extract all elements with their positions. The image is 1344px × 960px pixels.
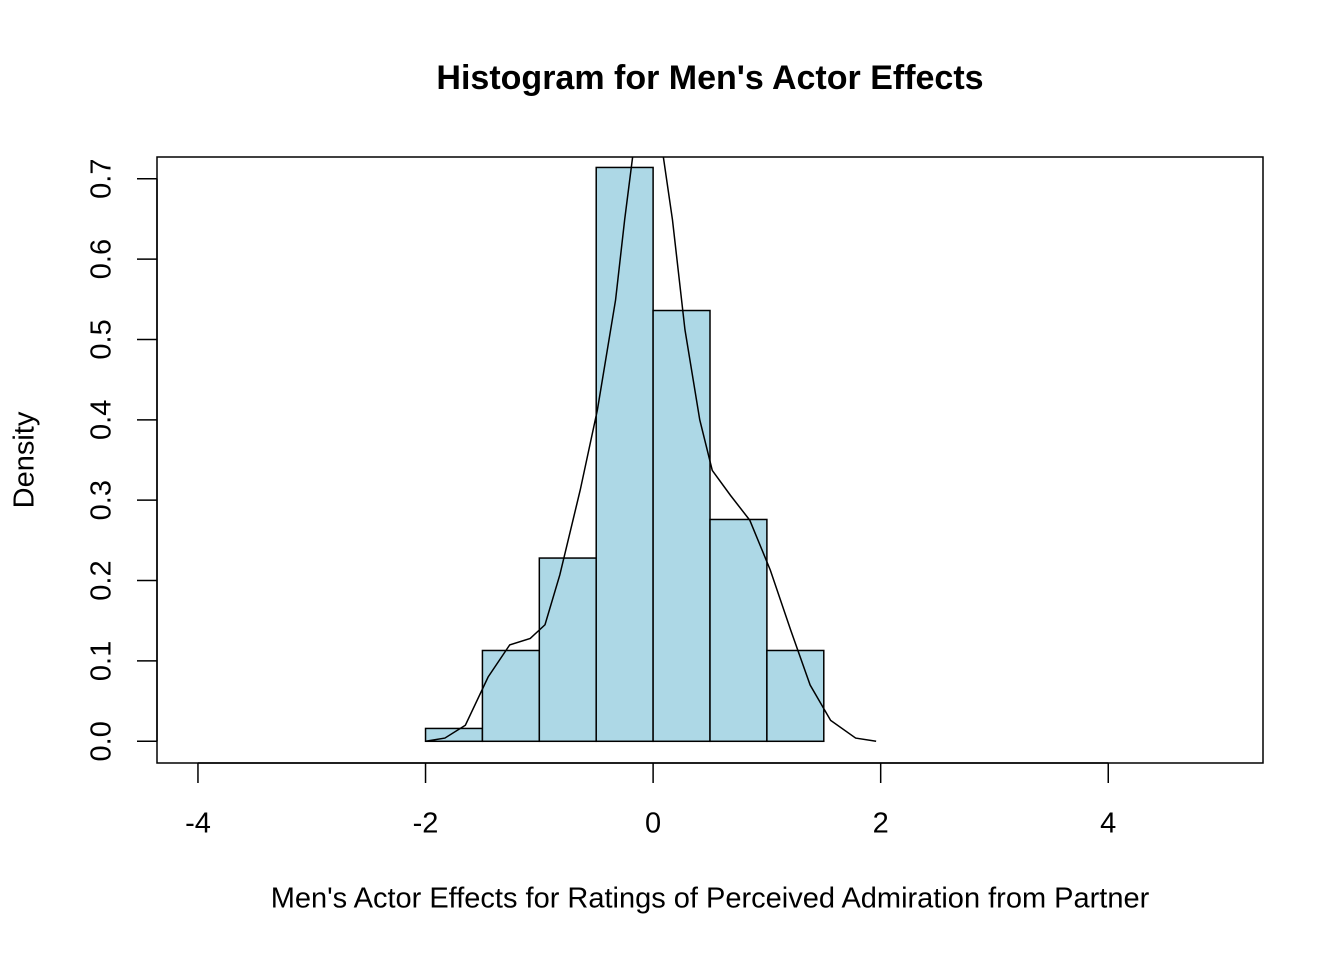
chart-title: Histogram for Men's Actor Effects — [436, 59, 983, 97]
bar — [481, 649, 541, 743]
x-axis-label: Men's Actor Effects for Ratings of Perce… — [271, 883, 1150, 915]
x-tick-label: -2 — [413, 808, 439, 840]
x-tick-label: 2 — [873, 808, 889, 840]
y-tick-label: 0.0 — [86, 721, 118, 761]
y-tick-label: 0.1 — [86, 641, 118, 681]
y-tick-label: 0.7 — [86, 159, 118, 199]
density-line — [425, 157, 877, 743]
bar — [766, 649, 825, 743]
x-tick-label: 4 — [1100, 808, 1116, 840]
y-tick-label: 0.5 — [86, 319, 118, 359]
bar — [595, 166, 654, 743]
bar — [652, 309, 711, 743]
y-tick-label: 0.4 — [86, 400, 118, 440]
x-tick-label: 0 — [645, 808, 661, 840]
y-tick-label: 0.2 — [86, 560, 118, 600]
bar — [709, 518, 768, 743]
x-tick-label: -4 — [185, 808, 211, 840]
y-tick-label: 0.6 — [86, 239, 118, 279]
y-tick-label: 0.3 — [86, 480, 118, 520]
bar — [538, 557, 597, 743]
y-axis-label: Density — [9, 411, 41, 508]
